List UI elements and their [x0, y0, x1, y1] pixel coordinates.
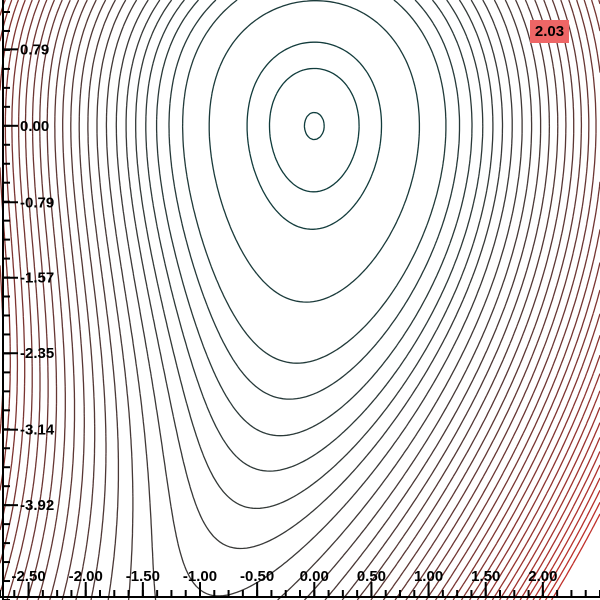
y-axis: 0.79 0.00 -0.79 -1.57 -2.35 -3.14 -3.92 — [2, 0, 55, 600]
contour-line-0 — [303, 111, 325, 141]
contour-line-11 — [105, 0, 523, 600]
x-tick-label: 0.50 — [357, 568, 386, 585]
x-tick-label: -2.50 — [11, 568, 45, 585]
contour-line-14 — [78, 0, 551, 600]
contour-line-3 — [208, 0, 421, 303]
value-badge: 2.03 — [530, 20, 569, 43]
x-tick-label: -2.00 — [69, 568, 103, 585]
contour-line-9 — [125, 0, 504, 550]
y-tick-label: -3.92 — [20, 497, 54, 514]
contour-line-5 — [168, 0, 461, 400]
y-tick-label: 0.79 — [20, 41, 49, 58]
contour-line-4 — [181, 0, 447, 364]
x-tick-label: 1.00 — [414, 568, 443, 585]
contour-line-29 — [491, 390, 600, 600]
x-axis: -2.50 -2.00 -1.50 -1.00 -0.50 0.00 0.50 1.00 1.5… — [0, 568, 600, 598]
x-tick-label: -1.00 — [183, 568, 217, 585]
y-tick-label: -3.14 — [20, 422, 55, 439]
y-tick-label: 0.00 — [20, 118, 49, 135]
contour-line-12 — [96, 0, 533, 600]
contour-line-7 — [145, 0, 484, 472]
contour-line-10 — [115, 0, 513, 597]
contour-line-28 — [484, 373, 600, 600]
y-tick-label: -1.57 — [20, 270, 54, 287]
contour-line-33 — [519, 451, 600, 600]
x-tick-label: -1.50 — [126, 568, 160, 585]
contour-line-13 — [87, 0, 542, 600]
contour-line-34 — [526, 464, 600, 600]
y-tick-label: -0.79 — [20, 194, 54, 211]
contour-line-8 — [135, 0, 494, 510]
contour-line-37 — [544, 502, 600, 600]
contour-line-2 — [246, 41, 383, 230]
contour-line-20 — [16, 0, 597, 600]
contour-line-32 — [512, 437, 600, 600]
contour-line-16 — [61, 0, 567, 600]
x-tick-label: 1.50 — [471, 568, 500, 585]
contour-line-15 — [70, 0, 559, 600]
contour-line-18 — [37, 0, 583, 600]
x-tick-label: 0.00 — [300, 568, 329, 585]
x-tick-label: -0.50 — [240, 568, 274, 585]
contour-line-19 — [26, 0, 590, 600]
contour-line-1 — [268, 67, 360, 193]
y-tick-label: -2.35 — [20, 345, 54, 362]
x-tick-label: 2.00 — [528, 568, 557, 585]
contour-line-6 — [155, 0, 473, 437]
